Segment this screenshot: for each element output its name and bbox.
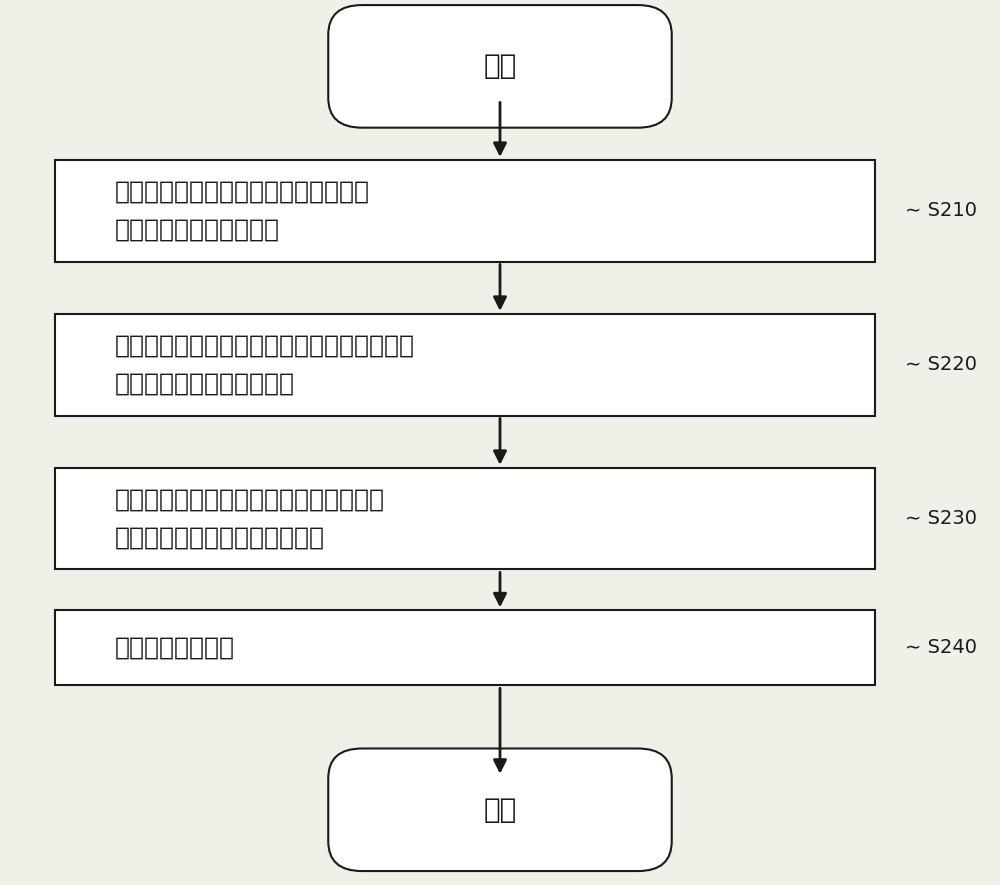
Text: ∼ S240: ∼ S240 (905, 638, 977, 658)
Text: 结束: 结束 (483, 796, 517, 824)
Bar (55, 159, 875, 262)
Text: 擷取一电子装置的多个感测数据，各感
测数据包含一时间点信息: 擷取一电子装置的多个感测数据，各感 测数据包含一时间点信息 (115, 180, 370, 242)
Bar (55, 611, 875, 685)
Bar (55, 314, 875, 416)
Text: ∼ S230: ∼ S230 (905, 509, 977, 528)
Text: ∼ S210: ∼ S210 (905, 201, 977, 220)
Text: ∼ S220: ∼ S220 (905, 355, 977, 374)
Text: 过滤该些感测数据，以获得多笔输入行为，各
该输入行为包含时间点信息: 过滤该些感测数据，以获得多笔输入行为，各 该输入行为包含时间点信息 (115, 334, 415, 396)
Text: 依据该些时间点信息的顺序，构装该些输
入行为，以获得一应用程序接口: 依据该些时间点信息的顺序，构装该些输 入行为，以获得一应用程序接口 (115, 488, 385, 550)
FancyBboxPatch shape (328, 749, 672, 871)
Text: 储存应用程序接口: 储存应用程序接口 (115, 635, 235, 660)
FancyBboxPatch shape (328, 5, 672, 127)
Bar (55, 467, 875, 570)
Text: 开始: 开始 (483, 52, 517, 81)
